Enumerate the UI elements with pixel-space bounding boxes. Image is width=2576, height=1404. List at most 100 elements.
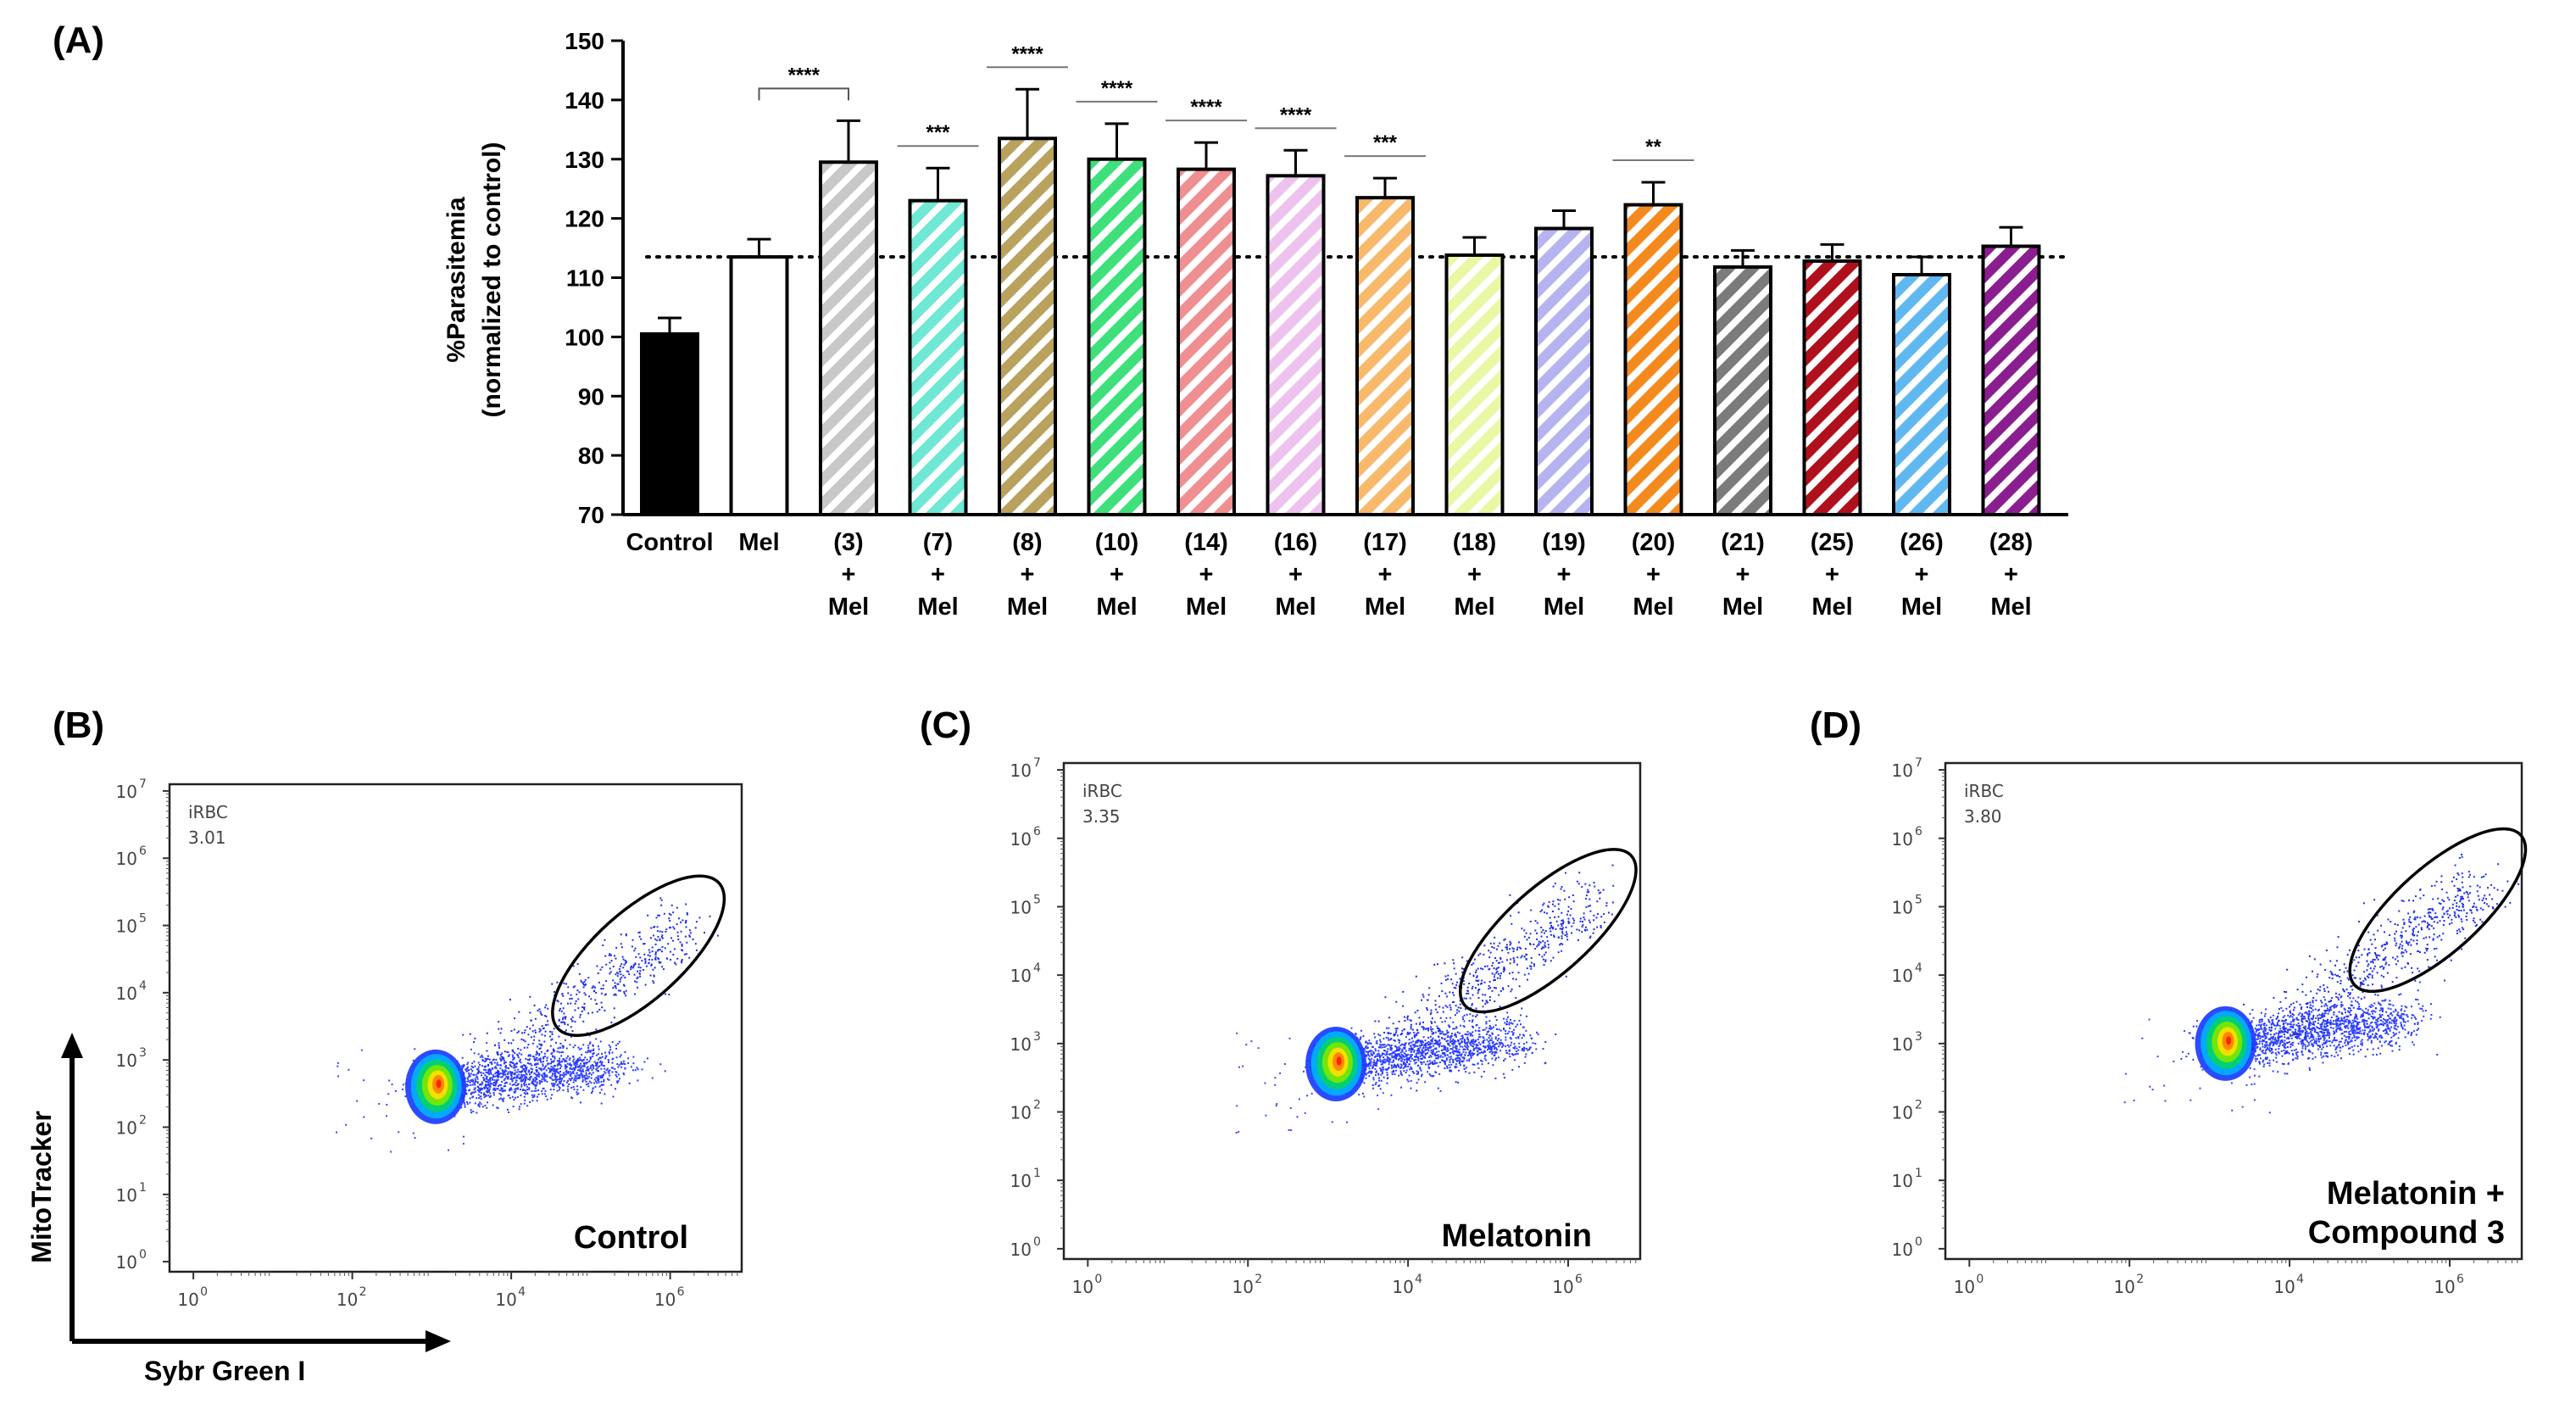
event-dot: [684, 935, 687, 938]
event-dot: [1481, 1060, 1483, 1062]
event-dot: [1412, 1040, 1415, 1043]
event-dot: [1419, 1046, 1422, 1049]
event-dot: [558, 1035, 560, 1038]
event-dot: [543, 1055, 546, 1057]
event-dot: [1388, 1027, 1390, 1029]
event-dot: [1422, 1046, 1425, 1049]
event-dot: [2319, 1037, 2322, 1039]
event-dot: [517, 1055, 520, 1057]
event-dot: [1544, 959, 1547, 961]
event-dot: [554, 1057, 556, 1060]
event-dot: [484, 1061, 487, 1063]
event-dot: [1483, 1057, 1486, 1060]
event-dot: [539, 1011, 542, 1013]
event-dot: [638, 931, 641, 933]
event-dot: [1536, 922, 1538, 924]
event-dot: [495, 1072, 498, 1074]
event-dot: [596, 1067, 598, 1070]
event-dot: [1399, 1045, 1402, 1047]
event-dot: [1433, 1061, 1436, 1064]
event-dot: [1444, 1020, 1446, 1022]
event-dot: [1442, 1011, 1444, 1013]
event-dot: [509, 999, 511, 1001]
event-dot: [560, 1010, 563, 1012]
event-dot: [1520, 956, 1522, 959]
event-dot: [2272, 1051, 2274, 1054]
event-dot: [1474, 958, 1477, 961]
event-dot: [1422, 1027, 1425, 1029]
event-dot: [390, 1150, 392, 1153]
event-dot: [1479, 1036, 1482, 1039]
event-dot: [1428, 1060, 1431, 1062]
event-dot: [495, 1067, 498, 1070]
event-dot: [1404, 1045, 1406, 1047]
event-dot: [695, 921, 698, 923]
event-dot: [1383, 1076, 1385, 1078]
event-dot: [1480, 1051, 1483, 1054]
event-dot: [555, 1075, 558, 1078]
event-dot: [1416, 1064, 1419, 1067]
event-dot: [1420, 1075, 1422, 1078]
event-dot: [575, 1079, 577, 1082]
event-dot: [1507, 985, 1510, 988]
event-dot: [582, 986, 585, 989]
event-dot: [554, 1077, 557, 1079]
event-dot: [552, 1061, 554, 1063]
event-dot: [1588, 898, 1591, 900]
y-tick-exponent: 6: [1033, 825, 1041, 838]
event-dot: [1495, 1057, 1498, 1060]
event-dot: [1544, 960, 1547, 962]
event-dot: [559, 1077, 561, 1079]
event-dot: [650, 963, 653, 966]
event-dot: [1476, 975, 1478, 978]
event-dot: [2262, 1049, 2264, 1051]
event-dot: [1561, 886, 1563, 889]
event-dot: [536, 1071, 538, 1073]
event-dot: [485, 1084, 487, 1086]
event-dot: [625, 934, 627, 937]
event-dot: [1410, 1045, 1412, 1047]
event-dot: [468, 1074, 470, 1077]
event-dot: [659, 949, 661, 951]
event-dot: [1431, 1039, 1433, 1041]
event-dot: [1391, 1067, 1394, 1069]
event-dot: [669, 927, 671, 929]
event-dot: [551, 1033, 554, 1035]
event-dot: [491, 1077, 493, 1079]
event-dot: [2335, 1030, 2338, 1033]
event-dot: [1508, 1050, 1511, 1052]
event-dot: [600, 988, 603, 990]
event-dot: [636, 986, 638, 989]
event-dot: [1380, 1044, 1383, 1046]
event-dot: [658, 961, 660, 963]
event-dot: [549, 1070, 552, 1072]
event-dot: [478, 1084, 481, 1086]
event-dot: [1491, 1052, 1494, 1055]
event-dot: [533, 1072, 536, 1075]
event-dot: [2374, 1011, 2377, 1013]
event-dot: [1383, 1044, 1386, 1046]
event-dot: [500, 1056, 503, 1058]
event-dot: [2265, 1008, 2267, 1011]
event-dot: [1396, 1034, 1399, 1037]
event-dot: [1370, 1061, 1372, 1063]
event-dot: [1378, 1054, 1381, 1056]
event-dot: [1543, 946, 1545, 949]
event-dot: [465, 1068, 467, 1071]
event-dot: [485, 1086, 487, 1089]
event-dot: [1442, 1052, 1444, 1055]
event-dot: [2381, 1000, 2384, 1002]
event-dot: [637, 932, 640, 934]
event-dot: [581, 981, 583, 983]
event-dot: [1512, 1028, 1515, 1031]
event-dot: [1426, 1009, 1428, 1011]
event-dot: [2352, 1053, 2355, 1056]
event-dot: [1461, 956, 1464, 959]
event-dot: [1495, 1051, 1498, 1054]
event-dot: [568, 1078, 570, 1080]
event-dot: [661, 966, 664, 968]
event-dot: [1472, 1019, 1474, 1022]
event-dot: [558, 1085, 560, 1088]
event-dot: [685, 919, 687, 922]
event-dot: [551, 1031, 554, 1034]
